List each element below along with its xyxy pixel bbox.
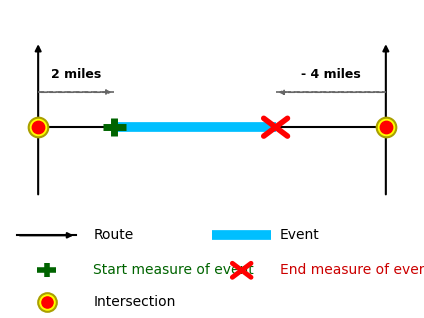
Point	[35, 125, 42, 130]
Text: End measure of event: End measure of event	[280, 263, 424, 277]
Text: Intersection: Intersection	[93, 295, 176, 309]
Text: Start measure of event: Start measure of event	[93, 263, 254, 277]
Point	[43, 300, 50, 305]
Point	[43, 300, 50, 305]
Point	[382, 125, 389, 130]
Text: 2 miles: 2 miles	[51, 68, 101, 81]
Point	[382, 125, 389, 130]
Text: Event: Event	[280, 228, 320, 242]
Point	[35, 125, 42, 130]
Text: - 4 miles: - 4 miles	[301, 68, 360, 81]
Text: Route: Route	[93, 228, 134, 242]
